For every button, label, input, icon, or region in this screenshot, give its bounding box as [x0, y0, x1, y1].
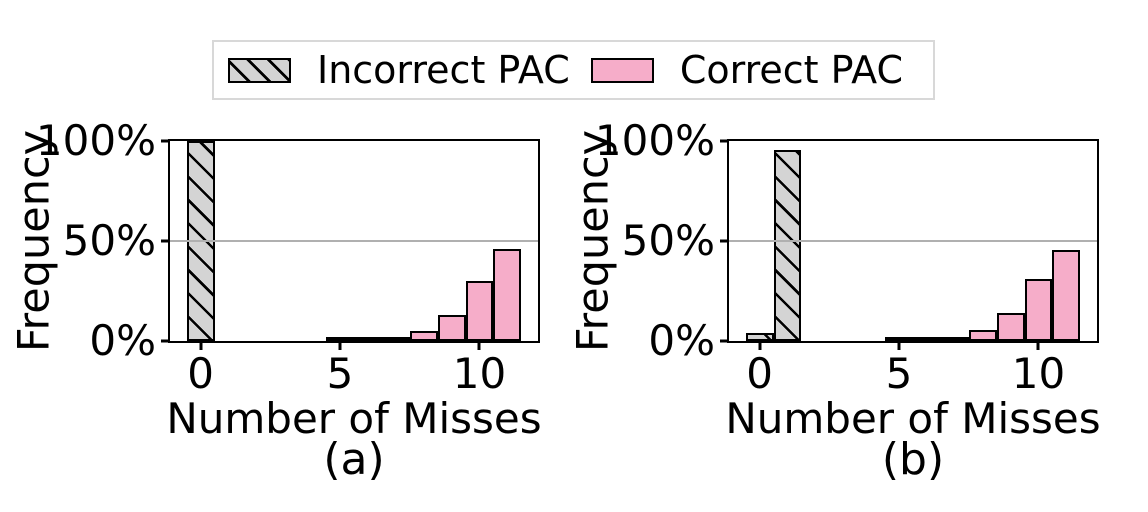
subplot-a-y-tick-mark-0 [161, 339, 170, 343]
subplot-a-bar-correct-pac-x11 [493, 249, 522, 341]
legend-item-incorrect-pac: Incorrect PAC [228, 51, 570, 89]
subplot-a-y-tick-label-50: 50% [62, 216, 156, 265]
subplot-b-x-tick-label-0: 0 [746, 349, 774, 398]
subplot-b-bar-correct-pac-x5 [885, 337, 913, 341]
subplot-a-bar-correct-pac-x7 [381, 337, 410, 341]
subplot-b-bar-incorrect-pac-x1 [773, 150, 802, 341]
subplot-b-bar-correct-pac-x10 [1024, 279, 1053, 341]
subplot-b-bar-correct-pac-x7 [940, 337, 969, 341]
subplot-b-plot-area: Frequency Number of Misses (b) 0 5 10 0% 50%… [569, 120, 1101, 482]
subplot-a-x-tick-label-0: 0 [187, 349, 215, 398]
subplot-b-x-tick-mark-0 [758, 341, 762, 350]
subplot-a-gridline-50 [170, 240, 538, 242]
subplot-a-x-tick-label-10: 10 [452, 349, 507, 398]
subplot-b-y-tick-label-0: 0% [648, 316, 715, 365]
subplot-b-bar-correct-pac-x8 [968, 330, 997, 341]
subplot-a-bar-correct-pac-x5 [326, 337, 354, 341]
subplot-b-bar-correct-pac-x6 [913, 337, 941, 341]
subplot-b-x-tick-label-5: 5 [885, 349, 913, 398]
legend-item-correct-pac: Correct PAC [590, 48, 903, 92]
subplot-b-y-tick-label-100: 100% [594, 116, 715, 165]
subplot-a-caption: (a) [323, 434, 385, 485]
legend-label-correct-pac: Correct PAC [679, 48, 903, 92]
subplot-b-x-tick-mark-10 [1036, 341, 1040, 350]
subplot-a-y-tick-mark-100 [161, 139, 170, 143]
subplot-b-bar-correct-pac-x9 [996, 313, 1025, 341]
subplot-a-bar-correct-pac-x6 [354, 337, 382, 341]
subplot-a-x-tick-label-5: 5 [326, 349, 354, 398]
subplot-b-bar-incorrect-pac-x0 [745, 333, 774, 341]
subplot-b-x-axis-label: Number of Misses [725, 394, 1101, 443]
subplot-b-x-tick-label-10: 10 [1011, 349, 1066, 398]
subplot-a-x-axis-label: Number of Misses [166, 394, 542, 443]
subplot-b-bar-correct-pac-x11 [1052, 250, 1081, 341]
incorrect-pac-hatched-swatch [228, 57, 291, 83]
subplot-a-y-tick-label-0: 0% [89, 316, 156, 365]
correct-pac-pink-swatch [590, 57, 654, 83]
subplot-b-y-tick-mark-0 [720, 339, 729, 343]
subplot-b-caption: (b) [881, 434, 945, 485]
subplot-a-y-tick-label-100: 100% [35, 116, 156, 165]
legend-label-incorrect-pac: Incorrect PAC [317, 48, 570, 92]
subplot-b-y-tick-mark-50 [720, 239, 729, 243]
subplot-a-plot-area: Frequency Number of Misses (a) 0 5 10 0% 50%… [10, 120, 542, 482]
subplot-a-x-tick-mark-5 [338, 341, 342, 350]
subplot-a-x-tick-mark-10 [477, 341, 481, 350]
subplot-b-gridline-50 [729, 240, 1097, 242]
subplot-a-x-tick-mark-0 [199, 341, 203, 350]
subplot-b-x-tick-mark-5 [897, 341, 901, 350]
subplot-a-y-tick-mark-50 [161, 239, 170, 243]
subplot-b-y-tick-label-50: 50% [621, 216, 715, 265]
legend: Incorrect PAC Correct PAC [212, 40, 935, 100]
subplot-a-bar-correct-pac-x8 [409, 331, 438, 341]
subplot-b-y-tick-mark-100 [720, 139, 729, 143]
subplot-a-bar-correct-pac-x10 [465, 281, 494, 341]
subplot-a-bar-correct-pac-x9 [437, 315, 466, 341]
